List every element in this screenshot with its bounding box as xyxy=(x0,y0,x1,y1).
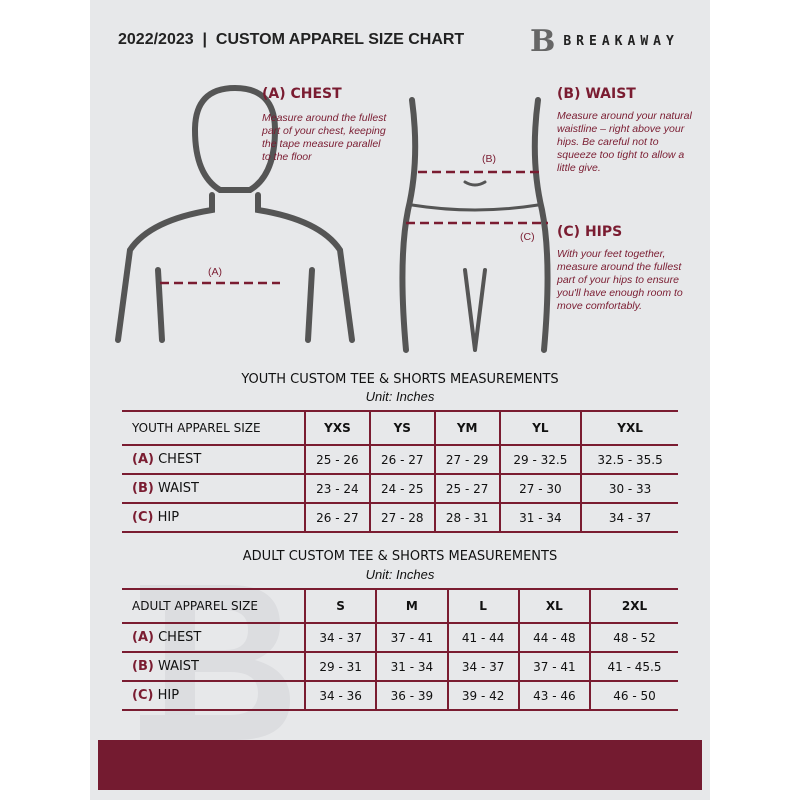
header-cell: L xyxy=(446,588,519,624)
value-cell: 26 - 27 xyxy=(304,503,370,533)
header-cell: YOUTH APPAREL SIZE xyxy=(122,410,305,446)
header-cell: YM xyxy=(433,410,500,446)
header-cell: YXS xyxy=(304,410,370,446)
value-cell: 39 - 42 xyxy=(446,681,519,711)
youth-section-title: YOUTH CUSTOM TEE & SHORTS MEASUREMENTS xyxy=(241,372,559,387)
adult-unit: Unit: Inches xyxy=(365,567,435,582)
logo-mark: B xyxy=(530,24,556,59)
table-row: (B) WAIST 23 - 24 24 - 25 25 - 27 27 - 30 30 … xyxy=(122,474,678,504)
row-label: (C) HIP xyxy=(122,503,305,533)
value-cell: 41 - 44 xyxy=(446,623,519,653)
value-cell: 30 - 33 xyxy=(580,474,678,504)
row-label: (B) WAIST xyxy=(122,652,305,682)
value-cell: 34 - 37 xyxy=(580,503,678,533)
value-cell: 43 - 46 xyxy=(517,681,590,711)
value-cell: 31 - 34 xyxy=(375,652,448,682)
table-header-row: YOUTH APPAREL SIZE YXS YS YM YL YXL xyxy=(122,410,678,446)
row-name: HIP xyxy=(157,688,180,703)
hip-marker: (C) xyxy=(520,231,535,243)
row-letter: (A) xyxy=(132,630,154,645)
adult-size-table: ADULT APPAREL SIZE S M L XL 2XL (A) CHEST 34 - … xyxy=(122,588,678,711)
hips-heading: (C) HIPS xyxy=(557,224,623,240)
value-cell: 25 - 26 xyxy=(304,445,370,475)
waist-marker: (B) xyxy=(482,153,496,165)
row-name: CHEST xyxy=(158,630,202,645)
chest-marker: (A) xyxy=(208,266,222,278)
table-row: (B) WAIST 29 - 31 31 - 34 34 - 37 37 - 41 41 … xyxy=(122,652,678,682)
navel-outline xyxy=(463,180,487,187)
row-label: (B) WAIST xyxy=(122,474,305,504)
table-header-row: ADULT APPAREL SIZE S M L XL 2XL xyxy=(122,588,678,624)
youth-size-table: YOUTH APPAREL SIZE YXS YS YM YL YXL (A) CHEST 2… xyxy=(122,410,678,533)
value-cell: 27 - 28 xyxy=(368,503,435,533)
header-cell: YL xyxy=(498,410,582,446)
shoulders-outline xyxy=(115,192,355,343)
value-cell: 29 - 32.5 xyxy=(498,445,582,475)
header-cell: ADULT APPAREL SIZE xyxy=(122,588,305,624)
value-cell: 27 - 29 xyxy=(433,445,500,475)
header-cell: YXL xyxy=(580,410,678,446)
value-cell: 32.5 - 35.5 xyxy=(580,445,678,475)
row-name: WAIST xyxy=(157,481,200,496)
row-letter: (B) xyxy=(132,659,154,674)
value-cell: 41 - 45.5 xyxy=(589,652,678,682)
legs-outline xyxy=(463,268,487,352)
value-cell: 24 - 25 xyxy=(368,474,435,504)
brand-name: BREAKAWAY xyxy=(563,34,679,49)
header-cell: M xyxy=(375,588,448,624)
page-title: 2022/2023 | CUSTOM APPAREL SIZE CHART xyxy=(118,31,465,48)
row-label: (C) HIP xyxy=(122,681,305,711)
value-cell: 34 - 37 xyxy=(446,652,519,682)
value-cell: 44 - 48 xyxy=(517,623,590,653)
row-letter: (C) xyxy=(132,688,154,703)
value-cell: 23 - 24 xyxy=(304,474,370,504)
header-cell: XL xyxy=(517,588,590,624)
table-row: (C) HIP 34 - 36 36 - 39 39 - 42 43 - 46 46 - … xyxy=(122,681,678,711)
value-cell: 27 - 30 xyxy=(498,474,582,504)
value-cell: 28 - 31 xyxy=(433,503,500,533)
waist-heading: (B) WAIST xyxy=(557,86,636,102)
size-chart-page: 2022/2023 | CUSTOM APPAREL SIZE CHART B … xyxy=(90,0,710,800)
row-name: HIP xyxy=(157,510,180,525)
value-cell: 37 - 41 xyxy=(517,652,590,682)
torso-outline xyxy=(155,267,315,343)
row-letter: (A) xyxy=(132,452,154,467)
row-letter: (C) xyxy=(132,510,154,525)
body-illustrations xyxy=(115,84,551,353)
hips-description: With your feet together, measure around … xyxy=(557,248,683,312)
header-cell: YS xyxy=(368,410,435,446)
header-cell: 2XL xyxy=(589,588,678,624)
value-cell: 34 - 36 xyxy=(303,681,377,711)
brand-logo: B BREAKAWAY xyxy=(530,24,679,59)
waist-outline xyxy=(399,97,551,353)
value-cell: 36 - 39 xyxy=(375,681,448,711)
chest-heading: (A) CHEST xyxy=(262,86,342,102)
row-name: CHEST xyxy=(158,452,202,467)
adult-section-title: ADULT CUSTOM TEE & SHORTS MEASUREMENTS xyxy=(242,549,558,564)
hip-outline xyxy=(410,203,540,212)
youth-unit: Unit: Inches xyxy=(365,389,435,404)
table-row: (C) HIP 26 - 27 27 - 28 28 - 31 31 - 34 34 - … xyxy=(122,503,678,533)
footer-band xyxy=(98,740,702,790)
value-cell: 34 - 37 xyxy=(303,623,377,653)
row-label: (A) CHEST xyxy=(122,623,305,653)
head-outline xyxy=(191,84,279,193)
header-cell: S xyxy=(303,588,377,624)
chest-description: Measure around the fullest part of your … xyxy=(262,112,387,163)
waist-description: Measure around your natural waistline – … xyxy=(557,110,692,174)
value-cell: 29 - 31 xyxy=(303,652,377,682)
value-cell: 48 - 52 xyxy=(589,623,678,653)
value-cell: 37 - 41 xyxy=(375,623,448,653)
row-letter: (B) xyxy=(132,481,154,496)
table-row: (A) CHEST 25 - 26 26 - 27 27 - 29 29 - 32.5 3… xyxy=(122,445,678,475)
value-cell: 46 - 50 xyxy=(589,681,678,711)
value-cell: 26 - 27 xyxy=(368,445,435,475)
row-label: (A) CHEST xyxy=(122,445,305,475)
table-row: (A) CHEST 34 - 37 37 - 41 41 - 44 44 - 48 48 … xyxy=(122,623,678,653)
value-cell: 31 - 34 xyxy=(498,503,582,533)
row-name: WAIST xyxy=(157,659,200,674)
value-cell: 25 - 27 xyxy=(433,474,500,504)
